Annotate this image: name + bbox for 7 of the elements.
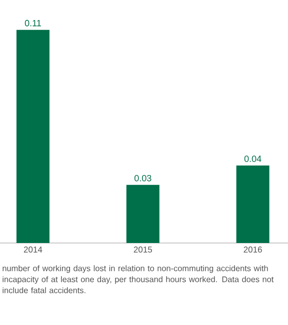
data-label: 0.03 [134,174,152,182]
data-label: 0.04 [244,156,262,162]
x-tick-label: 2014 [24,246,42,253]
text: number of working days lost in relation to non-commuting accidents with incapacity of at least one day, per thousand hours worked. Data does not include fatal accidents. [2,265,274,294]
x-tick-label: 2016 [244,246,262,253]
data-label: 0.11 [24,20,41,26]
x-tick-label: 2015 [134,246,152,253]
